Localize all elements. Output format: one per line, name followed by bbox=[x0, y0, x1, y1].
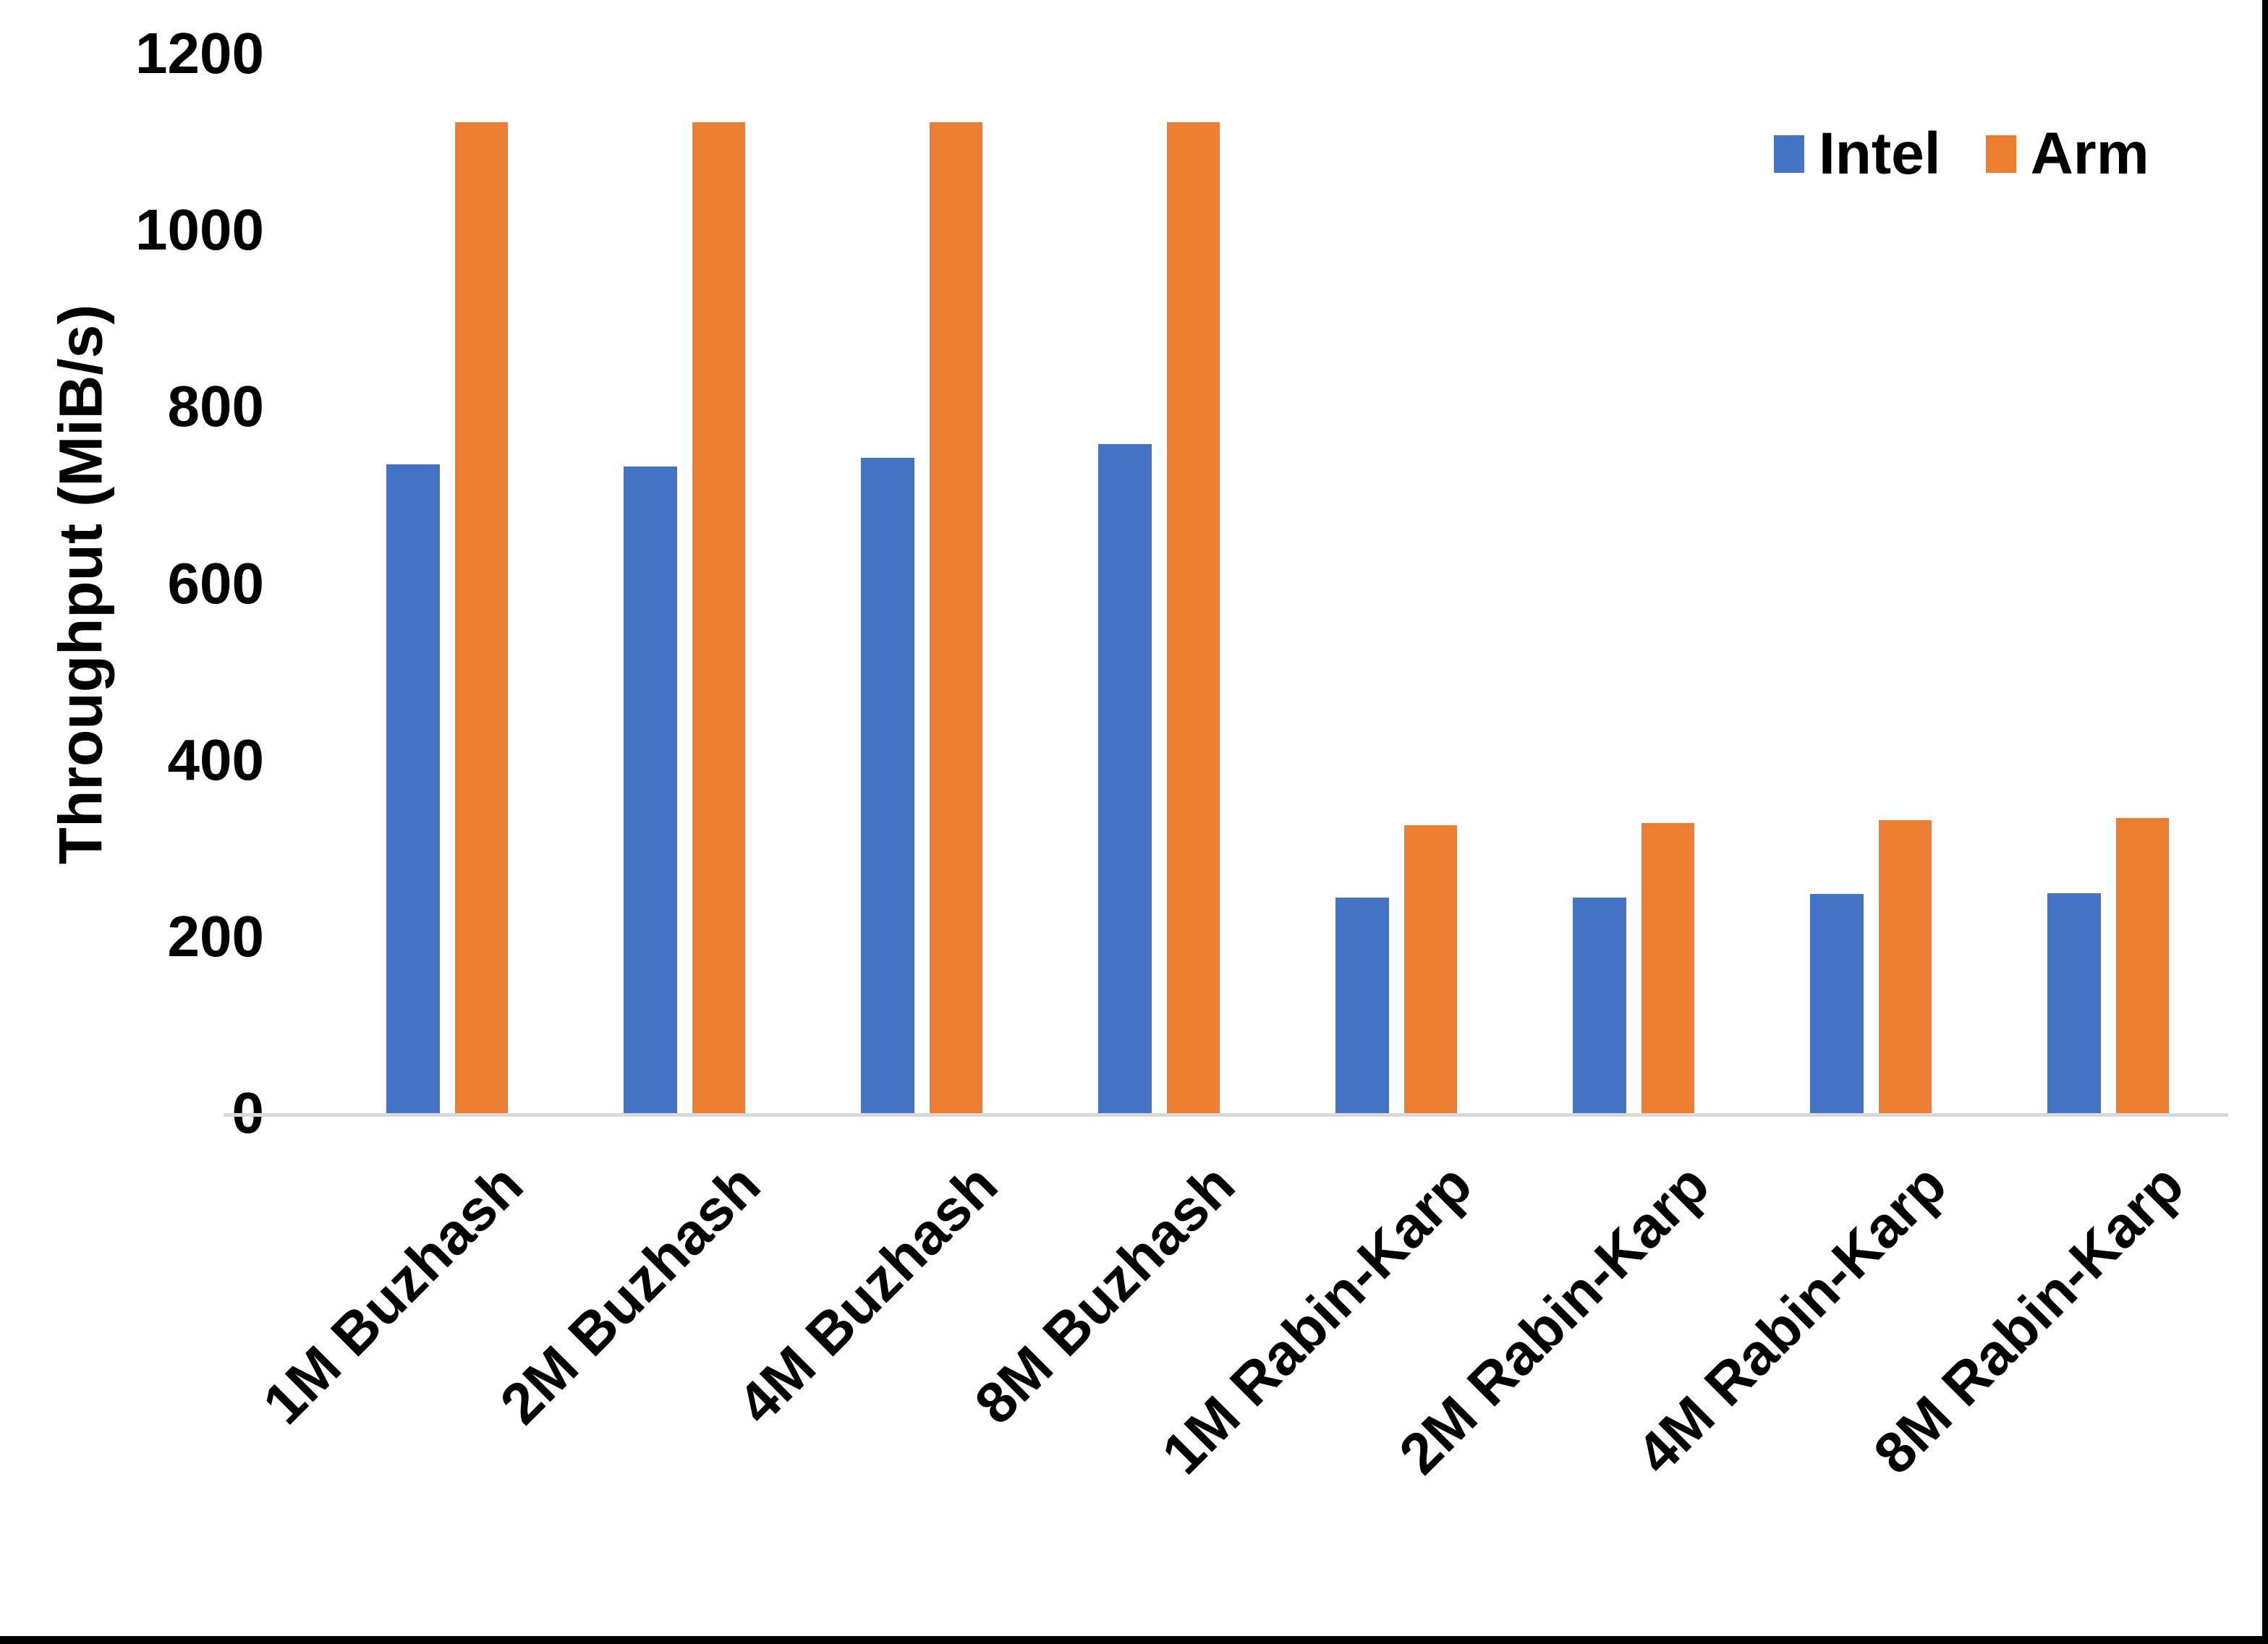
bar-arm-8m-buzhash bbox=[1167, 122, 1220, 1115]
bar-arm-2m-rabin-karp bbox=[1641, 823, 1694, 1115]
bar-arm-1m-buzhash bbox=[455, 122, 508, 1115]
bar-intel-8m-buzhash bbox=[1098, 444, 1152, 1115]
y-tick-label-1200: 1200 bbox=[135, 21, 264, 86]
bar-arm-4m-buzhash bbox=[930, 122, 982, 1115]
bar-arm-8m-rabin-karp bbox=[2116, 817, 2169, 1115]
y-tick-label-600: 600 bbox=[167, 550, 264, 616]
legend-item-intel: Intel bbox=[1774, 124, 1941, 184]
legend-swatch-intel bbox=[1774, 135, 1804, 173]
y-tick-label-0: 0 bbox=[232, 1081, 265, 1146]
legend-label-arm: Arm bbox=[2030, 121, 2149, 187]
bar-intel-2m-rabin-karp bbox=[1573, 897, 1626, 1115]
legend-label-intel: Intel bbox=[1819, 121, 1941, 187]
bar-intel-8m-rabin-karp bbox=[2047, 893, 2101, 1115]
bar-intel-4m-rabin-karp bbox=[1810, 893, 1864, 1115]
y-tick-label-800: 800 bbox=[167, 374, 264, 439]
y-tick-label-400: 400 bbox=[167, 727, 264, 792]
y-tick-label-1000: 1000 bbox=[135, 197, 264, 263]
x-axis-line bbox=[224, 1113, 2228, 1117]
bar-arm-1m-rabin-karp bbox=[1404, 825, 1457, 1115]
y-tick-label-200: 200 bbox=[167, 903, 264, 968]
bar-intel-4m-buzhash bbox=[861, 457, 914, 1115]
screenshot-bottom-border bbox=[0, 1636, 2268, 1644]
bar-intel-1m-buzhash bbox=[386, 464, 440, 1115]
legend: Intel Arm bbox=[1774, 124, 2149, 184]
bar-intel-1m-rabin-karp bbox=[1335, 897, 1389, 1115]
bar-arm-4m-rabin-karp bbox=[1879, 820, 1932, 1115]
bar-arm-2m-buzhash bbox=[692, 122, 745, 1115]
screenshot-right-border bbox=[2262, 0, 2268, 1644]
bar-intel-2m-buzhash bbox=[624, 466, 677, 1115]
legend-item-arm: Arm bbox=[1985, 121, 2149, 187]
legend-swatch-arm bbox=[1985, 135, 2016, 173]
